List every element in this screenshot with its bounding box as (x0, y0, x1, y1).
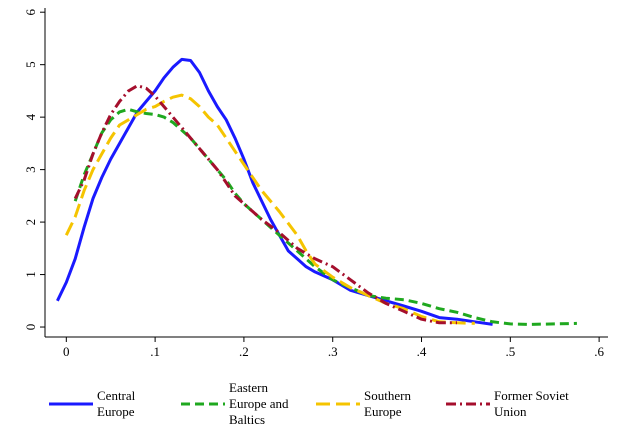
legend-entry: Central Europe (48, 372, 157, 436)
series-line (73, 84, 457, 325)
x-tick-label: .5 (505, 344, 515, 359)
y-tick-label: 4 (23, 113, 38, 120)
series-line (73, 107, 577, 326)
legend-swatch (181, 402, 225, 406)
legend-entry: Eastern Europe and Baltics (180, 372, 307, 436)
x-tick-label: 0 (63, 344, 70, 359)
legend-entry: Former Soviet Union (445, 372, 582, 436)
x-tick-label: .1 (150, 344, 160, 359)
legend-swatch (49, 402, 93, 406)
chart: 0 1 2 3 4 5 6 0 .1 .2 .3 .4 .5 .6 (23, 8, 608, 359)
y-tick-label: 3 (23, 166, 38, 173)
x-tick-label: .3 (328, 344, 338, 359)
x-tick-label: .4 (417, 344, 427, 359)
legend-swatch (446, 402, 490, 406)
x-tick-label: .6 (594, 344, 604, 359)
legend-label: Central Europe (97, 388, 136, 419)
legend-entry: Southern Europe (315, 372, 426, 436)
series-line (56, 57, 493, 326)
legend-swatch (316, 402, 360, 406)
legend: Central Europe Eastern Europe and Baltics… (0, 372, 619, 436)
legend-label: Former Soviet Union (494, 388, 569, 419)
legend-label: Eastern Europe and Baltics (229, 380, 289, 427)
y-tick-label: 0 (23, 324, 38, 331)
y-tick-label: 5 (23, 61, 38, 68)
x-tick-label: .2 (239, 344, 249, 359)
legend-label: Southern Europe (364, 388, 411, 419)
y-tick-label: 2 (23, 219, 38, 226)
y-tick-label: 6 (23, 8, 38, 15)
y-tick-label: 1 (23, 271, 38, 278)
